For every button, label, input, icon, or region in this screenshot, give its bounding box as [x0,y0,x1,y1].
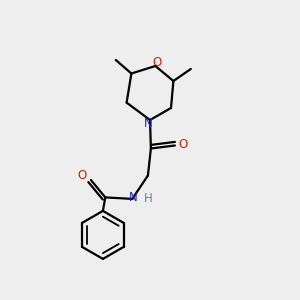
Text: O: O [78,169,87,182]
Text: O: O [179,138,188,151]
Text: N: N [144,117,153,130]
Text: O: O [152,56,161,70]
Text: N: N [129,190,138,204]
Text: H: H [144,192,153,206]
